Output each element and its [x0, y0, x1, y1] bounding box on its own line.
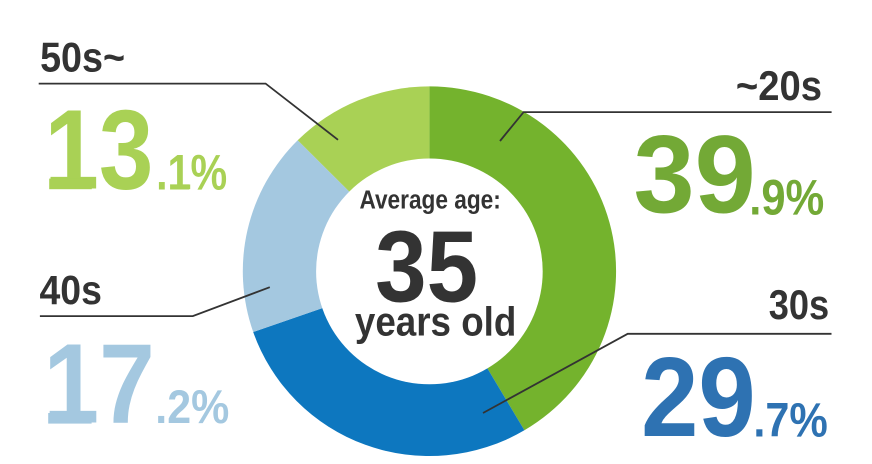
svg-text:.7%: .7%	[753, 393, 827, 447]
svg-text:13: 13	[44, 87, 153, 213]
svg-text:50s~: 50s~	[40, 35, 125, 81]
svg-text:.9%: .9%	[749, 169, 824, 226]
svg-text:years old: years old	[355, 300, 516, 345]
svg-text:40s: 40s	[39, 267, 101, 313]
svg-text:.1%: .1%	[156, 145, 227, 201]
svg-text:Average age:: Average age:	[359, 186, 500, 215]
svg-text:39: 39	[633, 114, 755, 237]
svg-text:30s: 30s	[769, 283, 829, 329]
svg-text:35: 35	[375, 210, 478, 324]
svg-text:17: 17	[43, 320, 154, 447]
svg-text:29: 29	[641, 333, 756, 460]
svg-text:~20s: ~20s	[736, 63, 822, 109]
svg-text:.2%: .2%	[155, 380, 229, 433]
